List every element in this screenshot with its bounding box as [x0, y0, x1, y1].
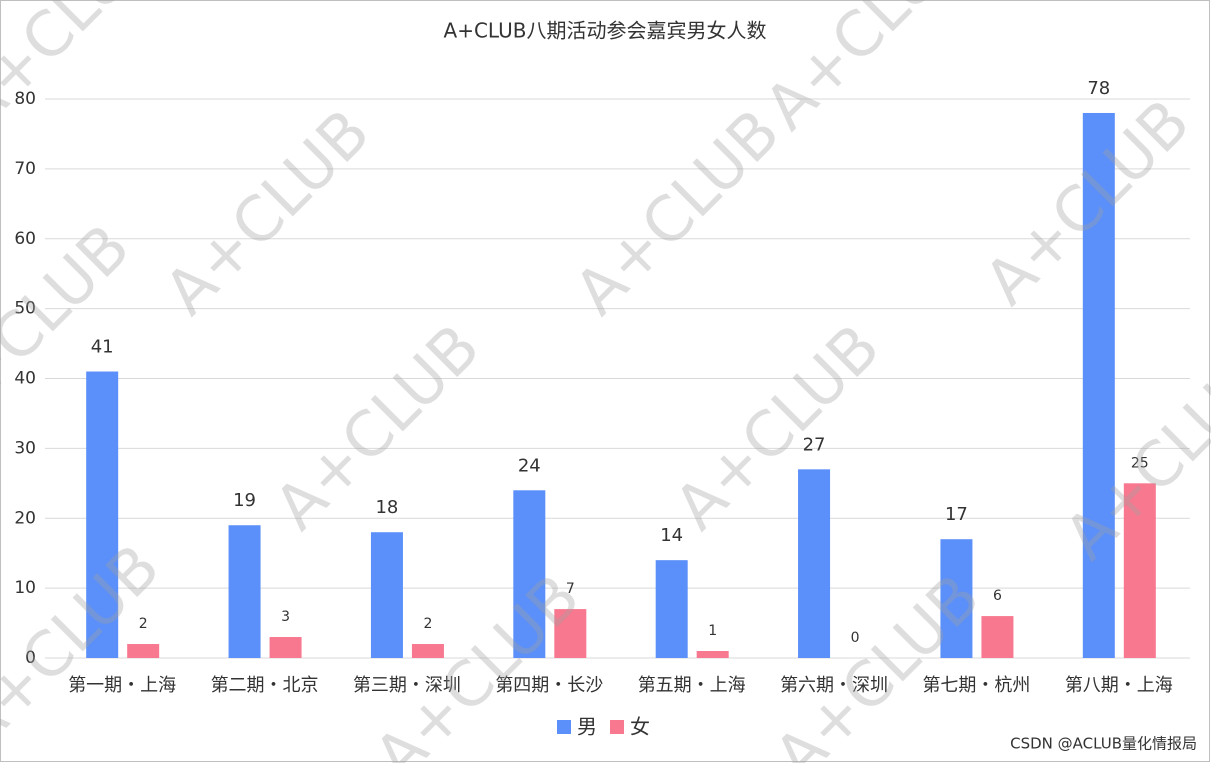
bar [798, 469, 831, 658]
bar [1082, 112, 1115, 659]
value-label: 18 [375, 497, 398, 518]
bar [269, 637, 302, 658]
bar [554, 609, 587, 658]
legend-swatch [610, 720, 624, 734]
value-label: 17 [945, 504, 968, 525]
value-label: 1 [708, 623, 717, 639]
legend-label: 男 [577, 715, 597, 739]
bar [696, 651, 729, 658]
value-label: 24 [518, 455, 541, 476]
legend-label: 女 [630, 715, 650, 739]
value-label: 0 [851, 630, 860, 646]
value-label: 2 [423, 616, 432, 632]
y-tick-label: 0 [25, 648, 36, 668]
y-tick-label: 30 [14, 438, 36, 458]
y-tick-label: 10 [14, 578, 36, 598]
x-tick-label: 第一期・上海 [68, 675, 176, 696]
bar [86, 371, 119, 658]
bar [228, 525, 261, 658]
value-label: 78 [1087, 78, 1110, 99]
bar [981, 616, 1014, 658]
y-tick-label: 50 [14, 299, 36, 319]
bar [127, 644, 160, 658]
value-label: 27 [803, 434, 826, 455]
credit: CSDN @ACLUB量化情报局 [1010, 735, 1197, 753]
value-label: 2 [139, 616, 148, 632]
value-label: 7 [566, 581, 575, 597]
x-tick-label: 第三期・深圳 [353, 675, 461, 696]
x-tick-label: 第四期・长沙 [495, 675, 603, 696]
value-label: 6 [993, 588, 1002, 604]
bar [655, 560, 688, 658]
bar [1123, 483, 1156, 658]
bar [370, 532, 403, 658]
value-label: 3 [281, 609, 290, 625]
x-tick-label: 第七期・杭州 [922, 675, 1030, 696]
y-tick-label: 70 [14, 159, 36, 179]
value-label: 19 [233, 490, 256, 511]
y-tick-label: 80 [14, 89, 36, 109]
value-label: 25 [1131, 455, 1149, 471]
y-tick-label: 60 [14, 229, 36, 249]
bar [513, 490, 546, 658]
x-tick-label: 第五期・上海 [638, 675, 746, 696]
value-label: 41 [91, 337, 114, 358]
x-tick-label: 第二期・北京 [211, 675, 319, 696]
y-tick-label: 40 [14, 369, 36, 389]
x-tick-label: 第八期・上海 [1065, 675, 1173, 696]
legend-swatch [557, 720, 571, 734]
bar [940, 539, 973, 658]
x-tick-label: 第六期・深圳 [780, 675, 888, 696]
bar [411, 644, 444, 658]
y-tick-label: 20 [14, 508, 36, 528]
chart-title: A+CLUB八期活动参会嘉宾男女人数 [444, 19, 767, 43]
value-label: 14 [660, 525, 683, 546]
